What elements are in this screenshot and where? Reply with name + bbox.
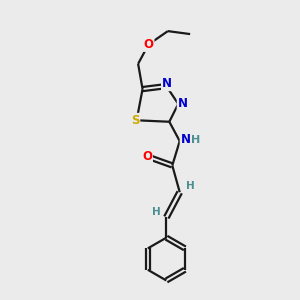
Text: N: N (181, 133, 191, 146)
Text: N: N (162, 77, 172, 90)
Text: H: H (191, 135, 201, 145)
Text: H: H (152, 206, 160, 217)
Text: O: O (142, 150, 152, 163)
Text: O: O (143, 38, 154, 51)
Text: H: H (186, 181, 194, 191)
Text: S: S (131, 114, 140, 127)
Text: N: N (178, 98, 188, 110)
